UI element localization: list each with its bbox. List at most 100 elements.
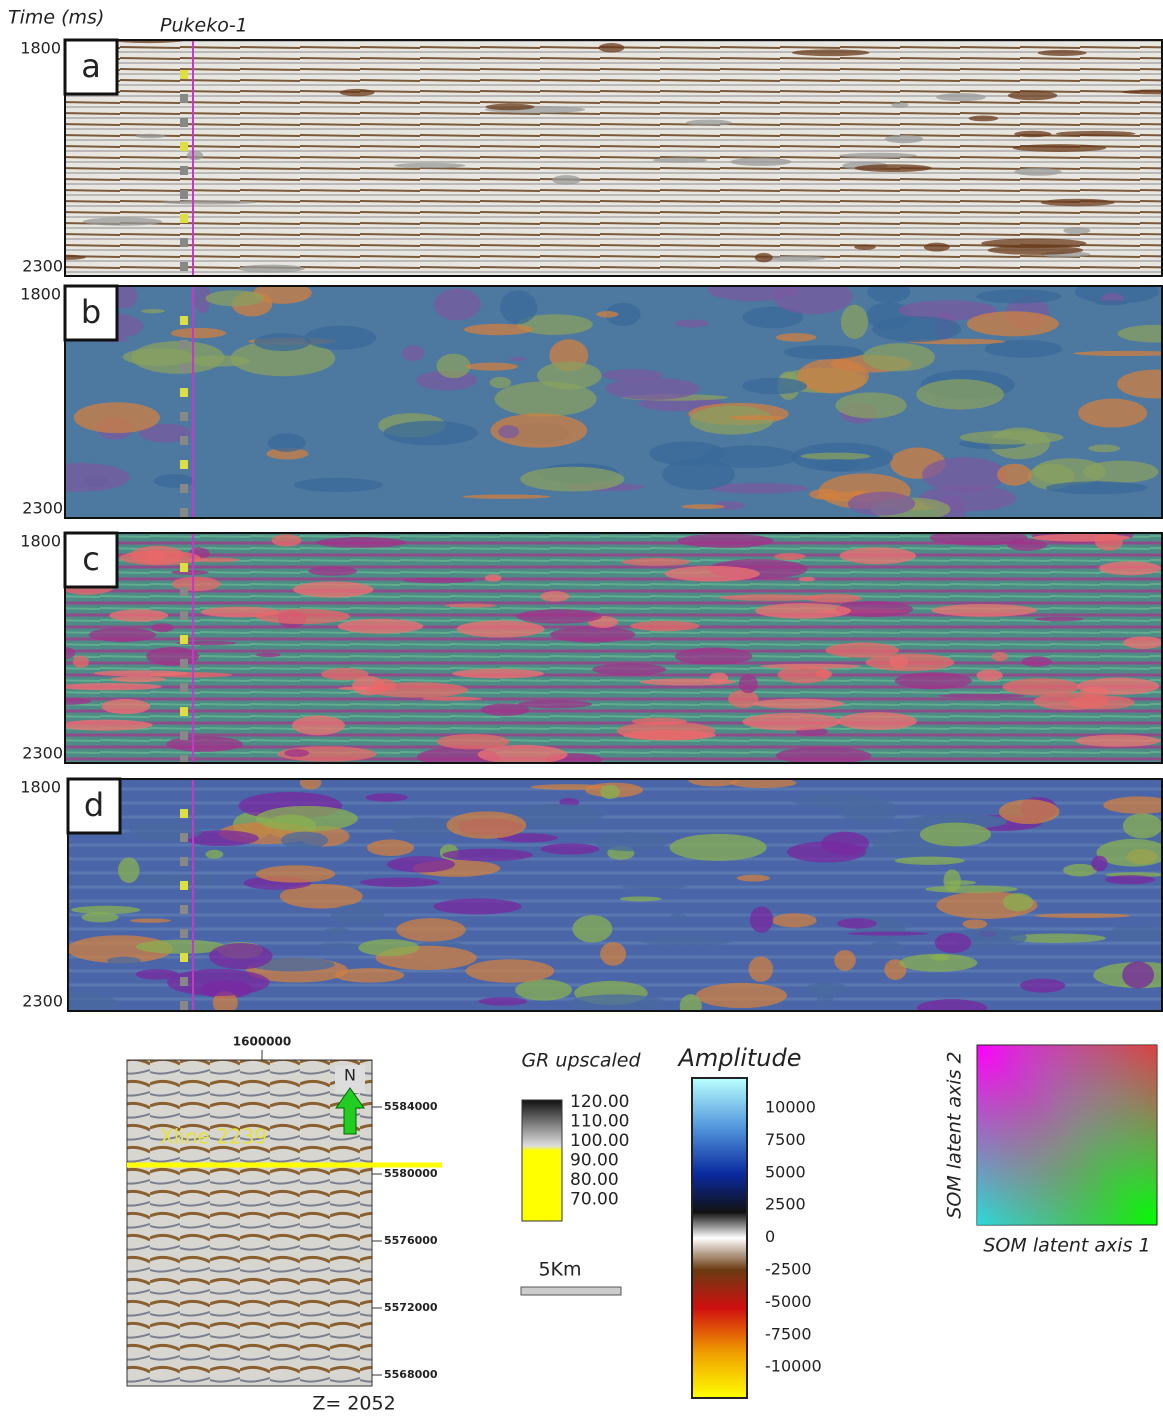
texture-blob <box>466 363 518 371</box>
texture-blob <box>205 290 264 306</box>
texture-blob <box>839 798 898 823</box>
texture-blob <box>1056 131 1136 137</box>
gr-marker <box>180 977 188 986</box>
texture-blob <box>293 581 373 597</box>
texture-blob <box>1007 539 1047 551</box>
top-time: 1800 <box>20 532 61 551</box>
texture-blob <box>606 378 700 400</box>
texture-blob <box>437 734 510 749</box>
texture-blob <box>486 104 535 111</box>
gr-marker <box>180 508 188 517</box>
amp-tick: -10000 <box>765 1357 822 1376</box>
gr-marker <box>180 412 188 421</box>
texture-blob <box>154 474 195 488</box>
texture-blob <box>1091 856 1107 872</box>
texture-blob <box>602 369 663 381</box>
gr-marker <box>180 563 188 572</box>
texture-blob <box>1013 144 1107 152</box>
map-y-label: 5576000 <box>384 1234 438 1247</box>
texture-blob <box>837 918 877 928</box>
gr-tick: 90.00 <box>570 1151 619 1171</box>
well-name: Pukeko-1 <box>160 15 248 37</box>
map-x-label: 1600000 <box>233 1035 291 1049</box>
gr-marker <box>180 190 188 199</box>
texture-blob <box>520 467 624 492</box>
texture-blob <box>963 919 988 928</box>
texture-blob <box>772 913 817 927</box>
texture-blob <box>653 157 707 162</box>
texture-blob <box>338 619 423 634</box>
gr-marker <box>180 316 188 325</box>
amp-tick: 5000 <box>765 1162 806 1181</box>
texture-blob <box>325 928 349 935</box>
texture-blob <box>540 591 569 601</box>
texture-blob <box>969 116 999 122</box>
texture-blob <box>111 676 166 682</box>
gr-marker <box>180 587 188 596</box>
texture-blob <box>360 878 440 888</box>
texture-blob <box>798 359 869 394</box>
texture-blob <box>402 578 475 583</box>
texture-blob <box>1034 693 1109 710</box>
texture-blob <box>1020 979 1065 993</box>
texture-blob <box>254 333 310 351</box>
amp-ticks: 100007500500025000-2500-5000-7500-10000 <box>765 1098 822 1376</box>
map-depth: Z= 2052 <box>312 1393 395 1415</box>
texture-blob <box>600 785 620 799</box>
texture-blob <box>931 954 950 961</box>
texture-blob <box>680 994 702 1018</box>
top-time: 1800 <box>20 778 61 797</box>
gr-tick: 110.00 <box>570 1112 629 1132</box>
texture-blob <box>317 943 358 948</box>
texture-blob <box>340 89 375 96</box>
texture-blob <box>479 997 528 1005</box>
texture-blob <box>596 311 618 318</box>
texture-blob <box>681 504 725 509</box>
texture-blob <box>123 348 194 366</box>
texture-blob <box>1122 961 1154 988</box>
map-y-label: 5584000 <box>384 1100 438 1113</box>
texture-blob <box>268 433 306 452</box>
texture-blob <box>141 309 165 313</box>
texture-blob <box>292 716 345 736</box>
texture-blob <box>630 621 699 632</box>
texture-blob <box>89 628 156 642</box>
texture-blob <box>838 712 917 730</box>
texture-blob <box>848 492 915 516</box>
texture-blob <box>599 43 625 53</box>
texture-blob <box>316 537 406 548</box>
texture-blob <box>172 577 221 591</box>
texture-blob <box>642 937 733 946</box>
bottom-time: 2300 <box>22 992 63 1011</box>
xline-label: Xline 2239 <box>160 1125 267 1149</box>
gr-marker <box>180 166 188 175</box>
texture-blob <box>572 915 612 942</box>
texture-blob <box>617 722 715 741</box>
texture-blob <box>308 566 357 575</box>
gr-title: GR upscaled <box>521 1050 641 1072</box>
gr-marker <box>180 881 188 890</box>
texture-blob <box>1022 656 1052 667</box>
texture-blob <box>256 806 358 832</box>
texture-blob <box>997 464 1032 486</box>
texture-blob <box>728 690 758 708</box>
texture-blob <box>1035 913 1131 918</box>
texture-blob <box>778 666 831 684</box>
texture-blob <box>925 885 1018 893</box>
gr-marker <box>180 611 188 620</box>
gr-marker <box>180 683 188 692</box>
panel-label: b <box>81 293 101 331</box>
texture-blob <box>1008 91 1058 100</box>
texture-blob <box>490 377 512 388</box>
texture-blob <box>967 311 1059 336</box>
gr-marker <box>180 809 188 818</box>
texture-blob <box>834 950 856 971</box>
texture-blob <box>805 983 848 995</box>
gr-marker <box>180 659 188 668</box>
texture-blob <box>719 594 820 601</box>
texture-blob <box>383 421 478 446</box>
texture-blob <box>437 354 471 378</box>
texture-blob <box>999 799 1060 824</box>
